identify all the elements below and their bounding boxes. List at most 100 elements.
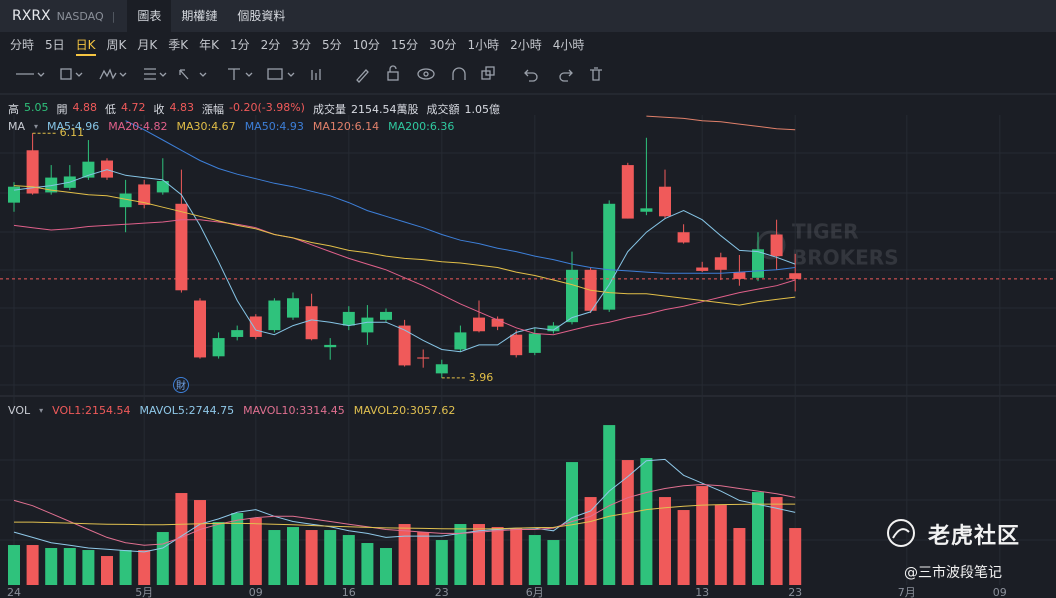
period[interactable]: 周K (106, 38, 127, 52)
legend-item: MA50:4.93 (244, 120, 304, 133)
dropdown-caret[interactable]: ▾ (34, 122, 39, 131)
x-tick-label: 23 (788, 586, 802, 598)
indicator-line (13, 483, 796, 546)
indicator-line (13, 219, 796, 336)
watermark-text: BROKERS (792, 246, 899, 270)
period[interactable]: 分時 (10, 38, 35, 52)
period[interactable]: 3分 (291, 38, 311, 52)
candle-body (305, 306, 318, 340)
volume-bar (156, 532, 169, 585)
tabs: 圖表 期權鏈 個股資料 (127, 0, 295, 32)
period[interactable]: 10分 (352, 38, 380, 52)
legend-item: MA120:6.14 (312, 120, 380, 133)
candle-body (268, 300, 281, 331)
volume-bar (101, 556, 113, 585)
tab[interactable]: 期權鏈 (181, 9, 218, 23)
volume-bar (268, 530, 281, 585)
tab[interactable]: 個股資料 (237, 9, 286, 23)
period[interactable]: 5分 (321, 38, 342, 52)
candle-body (473, 317, 485, 332)
vol-legend: VOL ▾ VOL1:2154.54 MAVOL5:2744.75 MAVOL10:33… (8, 404, 455, 417)
volume-bar (231, 513, 244, 585)
watermark-text: TIGER (792, 220, 859, 244)
period[interactable]: 30分 (429, 38, 457, 52)
period[interactable]: 1分 (230, 38, 250, 52)
candle-body (26, 150, 39, 194)
period[interactable]: 2分 (260, 38, 281, 52)
volume-bar (733, 528, 746, 585)
x-tick-label: 24 (7, 586, 21, 598)
divider: | (111, 9, 116, 23)
quote-label: 低 (105, 103, 116, 116)
period[interactable]: 季K (168, 38, 189, 52)
period[interactable]: 1小時 (467, 38, 500, 52)
candle-body (138, 184, 151, 205)
volume-panel (8, 425, 802, 585)
candle-body (547, 325, 560, 332)
period[interactable]: 2小時 (510, 38, 542, 52)
period[interactable]: 年K (199, 38, 220, 52)
volume-bar (473, 524, 485, 585)
volume-bar (491, 527, 504, 585)
x-tick-label: 23 (435, 586, 449, 598)
volume-bar (677, 510, 690, 585)
tab[interactable]: 圖表 (127, 0, 172, 32)
period[interactable]: 4小時 (552, 38, 585, 52)
toolbar-icons[interactable] (16, 65, 602, 83)
volume-bar (194, 500, 206, 585)
volume-bar (342, 535, 355, 585)
event-marker[interactable]: 財 (173, 377, 189, 393)
quote-label: 成交量 (312, 103, 346, 116)
volume-bar (26, 545, 39, 585)
candle-body (231, 330, 244, 337)
candle-body (510, 334, 523, 356)
quote-label: 成交額 (426, 103, 460, 116)
volume-bar (435, 540, 448, 585)
candle-body (491, 318, 504, 327)
volume-bar (528, 535, 541, 585)
candle-body (659, 186, 671, 217)
candle-body (733, 272, 746, 279)
candle-body (119, 193, 132, 208)
x-tick-label: 13 (695, 586, 709, 598)
author: @三市波段笔记 (904, 565, 1002, 581)
volume-bar (63, 548, 76, 585)
volume-bar (212, 522, 225, 585)
period[interactable]: 月K (137, 38, 158, 52)
volume-bar (584, 497, 597, 585)
extreme-label: 6.11 (60, 126, 85, 139)
quote-label: 漲幅 (202, 103, 224, 116)
volume-bar (82, 550, 95, 585)
quote-value: 4.72 (121, 101, 146, 114)
event-label[interactable]: 財 (176, 379, 186, 392)
volume-bar (119, 550, 132, 585)
x-tick-label: 7月 (898, 586, 916, 598)
volume-bar (287, 527, 299, 585)
x-tick-label: 6月 (526, 586, 544, 598)
quote-line: 高 5.05 開 4.88 低 4.72 收 4.83 漲幅 -0.20(-3.98%) 成交量 21… (8, 101, 503, 117)
indicator-line (646, 115, 796, 131)
exchange: NASDAQ (56, 9, 104, 23)
candle-body (249, 316, 262, 337)
volume-bar (621, 460, 634, 585)
indicator-name: VOL (8, 404, 31, 417)
x-tick-label: 16 (342, 586, 356, 598)
quote-label: 收 (153, 103, 165, 116)
candle-body (677, 232, 690, 243)
candle-body (603, 203, 616, 310)
volume-bar (770, 497, 783, 585)
period[interactable]: 15分 (390, 38, 419, 52)
candle-body (212, 338, 225, 357)
volume-bar (714, 505, 727, 585)
candle-body (714, 257, 727, 270)
dropdown-caret[interactable]: ▾ (39, 406, 44, 415)
period[interactable]: 日K (75, 34, 96, 56)
period[interactable]: 5日 (45, 38, 65, 52)
volume-bar (603, 425, 616, 585)
candle-body (8, 186, 20, 203)
quote-value: 2154.54萬股 (350, 103, 419, 116)
candle-body (621, 165, 634, 219)
candle-body (45, 177, 58, 193)
candle-body (101, 160, 113, 178)
